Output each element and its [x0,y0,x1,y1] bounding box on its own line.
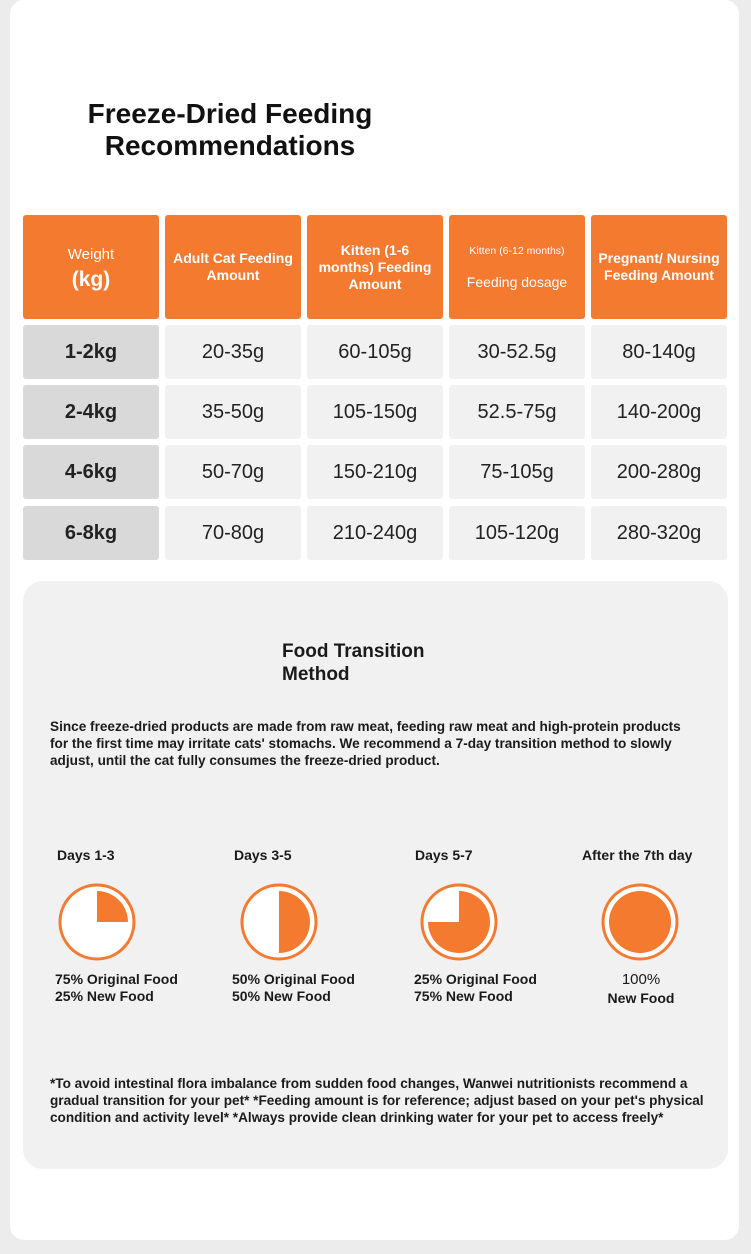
pie-chart-icon [601,883,679,961]
table-cell: 30-52.5g [449,325,585,379]
stage-days-5-7: Days 5-7 [415,847,585,863]
table-cell: 150-210g [307,445,443,499]
table-cell: 52.5-75g [449,385,585,439]
page-title: Freeze-Dried Feeding Recommendations [80,98,380,162]
table-cell: 280-320g [591,506,727,560]
stage-day-label: After the 7th day [582,847,693,863]
stage-days-1-3: Days 1-3 [57,847,227,863]
pie-slice-new-food [609,891,671,953]
header-weight-line1: Weight [67,246,115,263]
stage-day-label: Days 5-7 [415,847,473,863]
table-cell: 35-50g [165,385,301,439]
table-cell: 70-80g [165,506,301,560]
stage-line2: 75% New Food [414,988,513,1004]
header-pregnant: Pregnant/ Nursing Feeding Amount [591,215,727,319]
footnote: *To avoid intestinal flora imbalance fro… [50,1076,704,1125]
header-weight: Weight (kg) [23,215,159,319]
weight-cell: 6-8kg [23,506,159,560]
stage-line1: 25% Original Food [414,971,537,987]
transition-title: Food Transition Method [282,640,425,686]
pie-slice-new-food [279,891,310,953]
table-cell: 75-105g [449,445,585,499]
page-title-line1: Freeze-Dried Feeding [87,98,373,129]
header-kitten-6-12-small: Kitten (6-12 months) [469,245,565,257]
pie-chart-icon [240,883,318,961]
table-cell: 105-120g [449,506,585,560]
table-cell: 80-140g [591,325,727,379]
stage-line1: 100% [621,971,661,988]
header-weight-line2: (kg) [71,268,111,291]
transition-intro: Since freeze-dried products are made fro… [50,719,681,768]
table-cell: 50-70g [165,445,301,499]
stage-line2: 50% New Food [232,988,331,1004]
table-cell: 60-105g [307,325,443,379]
pie-slice-new-food [97,891,128,922]
table-cell: 140-200g [591,385,727,439]
weight-cell: 2-4kg [23,385,159,439]
header-kitten: Kitten (1-6 months) Feeding Amount [307,215,443,319]
table-cell: 200-280g [591,445,727,499]
transition-title-line2: Method [282,664,350,685]
table-cell: 210-240g [307,506,443,560]
stage-line1: 75% Original Food [55,971,178,987]
page-title-line2: Recommendations [104,130,356,161]
pie-chart-icon [58,883,136,961]
stage-line1: 50% Original Food [232,971,355,987]
table-cell: 20-35g [165,325,301,379]
transition-panel [23,581,728,1169]
header-adult: Adult Cat Feeding Amount [165,215,301,319]
stage-line2: New Food [607,990,675,1006]
stage-days-3-5: Days 3-5 [234,847,404,863]
transition-title-line1: Food Transition [282,641,425,662]
stage-line2: 25% New Food [55,988,154,1004]
stage-after-7th-day: After the 7th day [582,847,751,863]
stage-day-label: Days 1-3 [57,847,115,863]
stage-day-label: Days 3-5 [234,847,292,863]
header-kitten-6-12-main: Feeding dosage [466,274,568,290]
pie-chart-icon [420,883,498,961]
weight-cell: 4-6kg [23,445,159,499]
weight-cell: 1-2kg [23,325,159,379]
pie-slice-new-food [428,891,490,953]
table-cell: 105-150g [307,385,443,439]
header-kitten-6-12: Kitten (6-12 months) Feeding dosage [449,215,585,319]
